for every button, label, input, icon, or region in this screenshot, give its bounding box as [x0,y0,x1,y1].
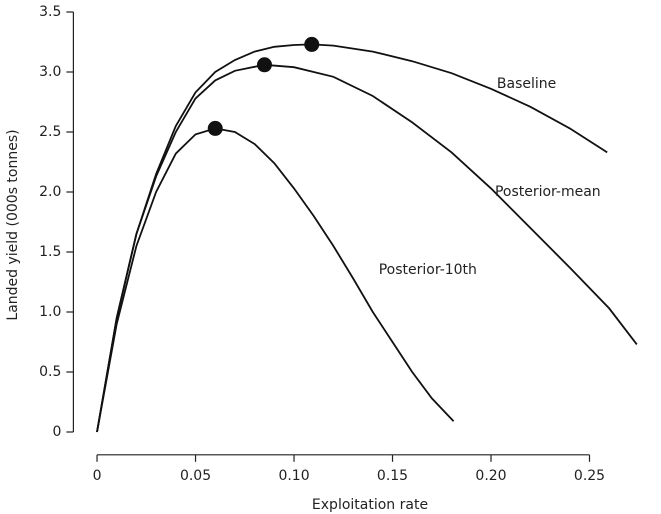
peak-marker [256,57,272,73]
y-tick-label: 1.5 [39,244,61,260]
x-axis-label: Exploitation rate [312,497,428,513]
y-tick-label: 3.0 [39,64,61,80]
x-tick-label: 0.05 [180,468,211,484]
y-tick-label: 2.0 [39,184,61,200]
y-axis-label: Landed yield (000s tonnes) [5,129,21,320]
x-tick-label: 0.25 [574,468,605,484]
x-tick-label: 0.20 [475,468,506,484]
y-tick-label: 1.0 [39,304,61,320]
series-label: Posterior-10th [379,262,477,278]
curve [96,127,455,433]
curve [96,43,608,433]
y-tick-label: 0.5 [39,364,61,380]
y-tick-label: 0 [52,424,61,440]
x-tick-label: 0 [93,468,102,484]
series-label: Baseline [497,76,556,92]
peak-marker [207,120,223,136]
curve [96,63,638,433]
x-tick-label: 0.10 [278,468,309,484]
series-label: Posterior-mean [495,184,601,200]
y-tick-label: 3.5 [39,4,61,20]
x-tick-label: 0.15 [377,468,408,484]
peak-marker [304,36,320,52]
y-tick-label: 2.5 [39,124,61,140]
